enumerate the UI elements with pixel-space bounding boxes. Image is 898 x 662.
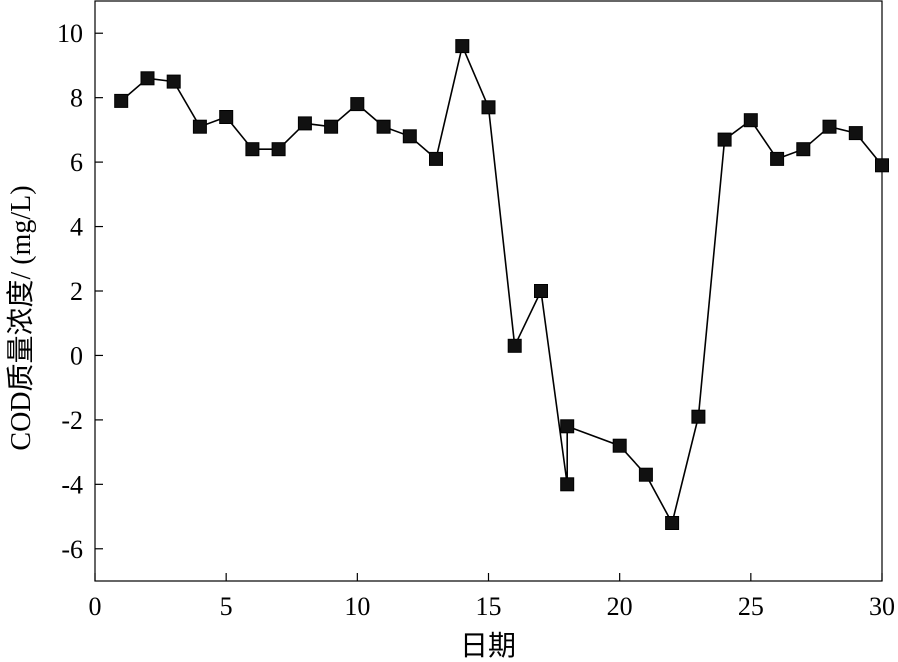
series-line-group bbox=[120, 43, 883, 526]
y-tick-label: -6 bbox=[61, 535, 83, 564]
x-tick-label: 5 bbox=[220, 592, 233, 621]
x-tick-label: 25 bbox=[738, 592, 764, 621]
data-point bbox=[507, 338, 522, 353]
data-point bbox=[665, 516, 680, 530]
y-tick-label: -4 bbox=[61, 470, 83, 499]
data-point bbox=[717, 132, 732, 147]
data-point bbox=[219, 110, 234, 124]
y-tick-label: 6 bbox=[70, 148, 83, 177]
x-tick-label: 10 bbox=[344, 592, 370, 621]
data-point bbox=[192, 119, 207, 134]
data-point bbox=[848, 126, 863, 141]
data-point bbox=[402, 129, 417, 144]
x-axis-ticks: 0 5 10 15 20 25 30 bbox=[89, 573, 895, 621]
data-point bbox=[560, 477, 575, 492]
y-tick-label: 0 bbox=[70, 341, 83, 370]
data-point bbox=[297, 116, 312, 131]
x-tick-label: 0 bbox=[89, 592, 102, 621]
data-point bbox=[875, 158, 889, 173]
data-point bbox=[140, 71, 155, 86]
data-point bbox=[743, 113, 758, 128]
data-point bbox=[560, 419, 575, 434]
data-point bbox=[166, 74, 181, 89]
series-line bbox=[120, 43, 883, 526]
data-point bbox=[481, 100, 496, 115]
data-point bbox=[350, 97, 365, 112]
y-tick-label: 8 bbox=[70, 84, 83, 113]
data-point bbox=[638, 467, 653, 482]
data-point bbox=[455, 39, 470, 54]
data-point bbox=[796, 142, 811, 157]
x-tick-label: 20 bbox=[607, 592, 633, 621]
data-point bbox=[534, 284, 548, 298]
series-markers bbox=[114, 39, 889, 530]
y-tick-label: 4 bbox=[70, 213, 83, 242]
x-tick-label: 30 bbox=[869, 592, 895, 621]
data-point bbox=[612, 438, 627, 453]
x-axis-title: 日期 bbox=[460, 631, 516, 662]
data-point bbox=[429, 151, 443, 166]
y-axis-title: COD质量浓度/ (mg/L) bbox=[5, 185, 37, 450]
y-tick-label: -2 bbox=[61, 406, 83, 435]
data-point bbox=[770, 151, 785, 166]
x-tick-label: 15 bbox=[476, 592, 502, 621]
data-point bbox=[114, 93, 129, 108]
data-point bbox=[822, 119, 837, 134]
axes bbox=[94, 0, 883, 582]
data-point bbox=[245, 142, 260, 157]
data-point bbox=[376, 119, 391, 134]
data-point bbox=[271, 142, 286, 157]
plot-frame bbox=[94, 0, 883, 582]
y-tick-label: 10 bbox=[57, 19, 83, 48]
data-point bbox=[324, 119, 339, 134]
y-tick-label: 2 bbox=[70, 277, 83, 306]
y-axis-ticks: -6 -4 -2 0 2 4 6 8 10 bbox=[57, 19, 103, 564]
data-point bbox=[691, 409, 706, 424]
